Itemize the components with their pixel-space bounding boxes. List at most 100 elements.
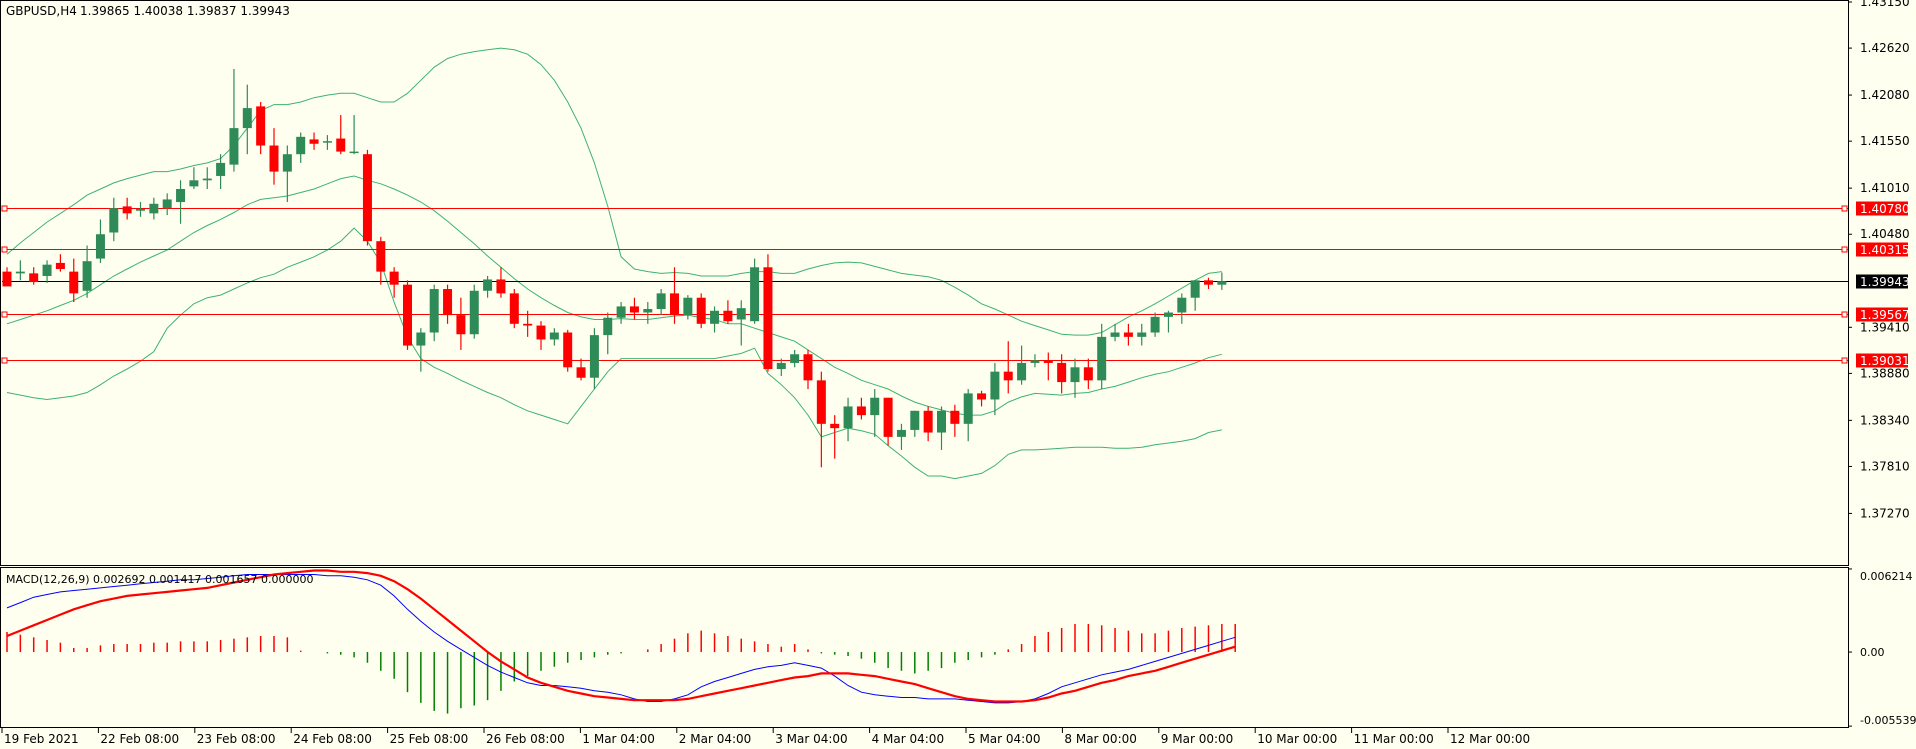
bollinger-lower (6, 227, 1222, 480)
candle-body-17 (229, 128, 239, 165)
current-price-tag (1856, 274, 1908, 289)
current-price-tag-label: 1.39943 (1860, 275, 1910, 289)
time-tick-label-0: 19 Feb 2021 (4, 732, 79, 746)
macd-label: MACD(12,26,9) 0.002692 0.001417 0.001657… (6, 573, 313, 586)
time-tick-label-7: 2 Mar 04:00 (679, 732, 752, 746)
candle-body-30 (403, 284, 412, 346)
candle-body-9 (122, 206, 132, 214)
time-tick-label-4: 25 Feb 08:00 (390, 732, 469, 746)
level-tag-label-2: 1.39567 (1860, 308, 1910, 322)
candle-body-10 (136, 209, 145, 211)
price-tick-label-6: 1.39410 (1860, 320, 1910, 334)
candle-body-79 (1057, 362, 1067, 383)
candle-body-12 (162, 199, 172, 209)
time-tick-label-2: 23 Feb 08:00 (197, 732, 276, 746)
candle-body-53 (710, 310, 720, 324)
level-tag-0 (1856, 201, 1908, 216)
time-tick-label-6: 1 Mar 04:00 (582, 732, 655, 746)
candle-body-13 (176, 189, 186, 203)
candle-body-47 (629, 306, 639, 313)
candle-body-76 (1017, 362, 1027, 381)
candle-body-77 (1030, 360, 1040, 363)
level-anchor-right-0 (1841, 205, 1848, 212)
candle-body-46 (616, 306, 626, 318)
candle-body-33 (443, 289, 453, 316)
candle-body-35 (469, 290, 479, 335)
time-axis: 19 Feb 2021 22 Feb 08:00 23 Feb 08:00 24 Fe… (1, 728, 1530, 746)
price-tick-label-0: 1.43150 (1860, 0, 1910, 9)
time-tick-label-11: 8 Mar 00:00 (1064, 732, 1137, 746)
bollinger-upper (6, 47, 1222, 336)
candle-body-26 (349, 151, 359, 154)
macd-signal-line (6, 569, 1236, 703)
candle-body-25 (336, 138, 346, 152)
level-tag-1 (1856, 242, 1908, 257)
time-tick-label-10: 5 Mar 04:00 (968, 732, 1041, 746)
candle-body-1 (15, 271, 25, 274)
level-tag-label-0: 1.40780 (1860, 202, 1910, 216)
candle-body-32 (429, 289, 439, 333)
symbol-label: GBPUSD,H4 (6, 4, 77, 18)
candle-body-52 (696, 297, 706, 324)
candle-body-29 (389, 271, 399, 285)
time-tick-label-9: 4 Mar 04:00 (872, 732, 945, 746)
candle-body-58 (776, 362, 786, 370)
macd-pane-frame (0, 567, 1849, 728)
macd-tick-label-1: 0.00 (1860, 646, 1885, 659)
time-tick-label-15: 12 Mar 00:00 (1450, 732, 1530, 746)
horizontal-levels[interactable] (1, 205, 1848, 364)
candle-body-18 (242, 108, 252, 129)
candle-body-42 (563, 332, 573, 368)
candle-body-55 (736, 308, 746, 320)
time-tick-label-14: 11 Mar 00:00 (1354, 732, 1434, 746)
candle-body-68 (910, 410, 920, 430)
time-tick-label-8: 3 Mar 04:00 (775, 732, 848, 746)
candle-body-6 (82, 261, 92, 291)
candle-body-69 (923, 410, 933, 433)
price-pane-frame (0, 0, 1849, 566)
candle-body-0 (2, 271, 12, 287)
candle-body-11 (149, 203, 159, 214)
level-anchor-right-1 (1841, 246, 1848, 253)
price-tick-label-4: 1.41010 (1860, 181, 1910, 195)
candle-body-90 (1204, 280, 1213, 285)
candle-body-66 (883, 397, 893, 437)
level-tag-2 (1856, 307, 1908, 322)
candle-body-75 (1003, 371, 1013, 381)
candle-body-71 (950, 410, 960, 424)
macd-tick-label-2: -0.005539 (1860, 714, 1916, 727)
candle-body-4 (55, 262, 65, 270)
time-tick-label-12: 9 Mar 00:00 (1161, 732, 1234, 746)
candle-body-51 (683, 297, 693, 316)
candle-body-84 (1123, 332, 1133, 337)
time-tick-label-13: 10 Mar 00:00 (1257, 732, 1337, 746)
price-tick-label-1: 1.42620 (1860, 41, 1910, 55)
candle-body-14 (189, 180, 199, 187)
candle-body-7 (95, 234, 105, 259)
candle-body-73 (977, 393, 987, 400)
candle-body-91 (1217, 281, 1227, 285)
candle-body-72 (963, 393, 973, 424)
level-anchor-left-1 (1, 246, 8, 253)
candle-body-83 (1110, 332, 1120, 337)
candle-body-19 (256, 106, 266, 146)
macd-axis: 0.006214 0.00 -0.005539 (1848, 568, 1916, 727)
candle-body-62 (830, 423, 840, 429)
candle-body-56 (750, 267, 760, 322)
candle-body-22 (296, 136, 306, 155)
level-tag-3 (1856, 353, 1908, 368)
ohlc-values: 1.39865 1.40038 1.39837 1.39943 (80, 4, 290, 18)
candle-body-85 (1137, 332, 1147, 337)
candle-body-63 (843, 406, 853, 429)
candle-body-43 (576, 367, 586, 378)
candle-body-80 (1070, 367, 1080, 383)
candle-body-74 (990, 371, 1000, 400)
candle-body-31 (416, 332, 426, 346)
candle-body-61 (816, 380, 826, 424)
candle-body-36 (483, 279, 493, 291)
candle-body-87 (1163, 312, 1173, 317)
macd-tick-label-0: 0.006214 (1860, 570, 1913, 583)
candle-body-44 (589, 335, 599, 378)
